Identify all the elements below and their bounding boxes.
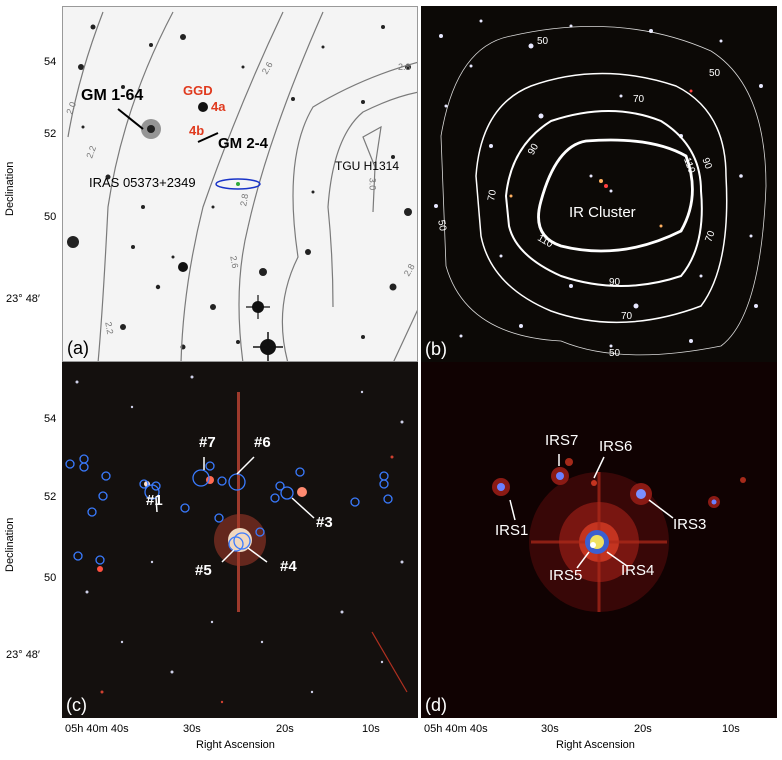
y-tick-50: 50 <box>44 572 57 584</box>
contour-label: 2.8 <box>398 62 411 72</box>
x-tick-10s: 10s <box>722 723 740 735</box>
gm24-label: GM 2-4 <box>218 135 269 152</box>
panel-b-letter: (b) <box>425 339 447 359</box>
ggd-4b-label: 4b <box>189 123 205 138</box>
panel-d-graphics <box>492 454 746 612</box>
irs6-label: IRS6 <box>599 438 633 455</box>
y-tick-50: 50 <box>44 211 57 223</box>
source-label-6: #6 <box>254 434 271 451</box>
iras-label: IRAS 05373+2349 <box>89 175 196 190</box>
ir-cluster-label: IR Cluster <box>569 204 636 221</box>
y-tick-52: 52 <box>44 491 57 503</box>
panel-c-color-image: #7 #6 #1 #3 #5 #4 (c) <box>62 362 418 718</box>
irs1-label: IRS1 <box>495 522 529 539</box>
y-tick-48: 23° 48′ <box>6 293 40 305</box>
contour-label: 50 <box>709 68 721 79</box>
panel-a-graphics <box>67 11 417 361</box>
x-tick-40s: 05h 40m 40s <box>65 723 129 735</box>
irs5-label: IRS5 <box>549 567 583 584</box>
contour-label: 70 <box>486 189 499 202</box>
source-label-4: #4 <box>280 558 297 575</box>
panel-b-ir-image: 50 70 90 110 90 70 110 90 70 50 70 50 50… <box>421 6 777 362</box>
contour-label: 70 <box>621 311 633 322</box>
x-tick-40s: 05h 40m 40s <box>424 723 488 735</box>
y-axis-title-bottom: Declination <box>4 517 16 572</box>
panel-b-graphics <box>434 19 767 356</box>
contour-label: 50 <box>435 219 448 232</box>
irs3-label: IRS3 <box>673 516 707 533</box>
irs4-label: IRS4 <box>621 562 655 579</box>
panel-c-graphics <box>65 375 408 704</box>
panel-c-letter: (c) <box>66 695 87 715</box>
y-tick-52: 52 <box>44 128 57 140</box>
source-label-7: #7 <box>199 434 216 451</box>
source-label-5: #5 <box>195 562 212 579</box>
y-tick-48: 23° 48′ <box>6 649 40 661</box>
panel-a-letter: (a) <box>67 338 89 358</box>
panel-a-optical-image: 2.0 2.2 2.6 2.8 2.8 3.0 2.8 2.6 2.2 GM 1… <box>62 6 418 362</box>
ggd-4a-label: 4a <box>211 99 226 114</box>
source-label-3: #3 <box>316 514 333 531</box>
y-axis-title-top: Declination <box>4 161 16 216</box>
tgu-label: TGU H1314 <box>335 159 400 173</box>
x-tick-10s: 10s <box>362 723 380 735</box>
source-label-1: #1 <box>146 492 163 509</box>
contour-label: 50 <box>609 348 621 359</box>
contour-label: 90 <box>609 277 621 288</box>
panel-a-pointers <box>117 108 261 190</box>
contour-label: 50 <box>537 36 549 47</box>
x-tick-30s: 30s <box>541 723 559 735</box>
panel-d-letter: (d) <box>425 695 447 715</box>
x-tick-20s: 20s <box>276 723 294 735</box>
x-axis-title-right: Right Ascension <box>556 739 635 751</box>
irs7-label: IRS7 <box>545 432 579 449</box>
x-tick-30s: 30s <box>183 723 201 735</box>
gm164-label: GM 1-64 <box>81 87 144 104</box>
ggd-label: GGD <box>183 83 213 98</box>
y-tick-54: 54 <box>44 413 57 425</box>
panel-d-ir-image: IRS7 IRS6 IRS1 IRS3 IRS5 IRS4 (d) <box>421 362 777 718</box>
contour-label: 70 <box>633 94 645 105</box>
x-axis-title-left: Right Ascension <box>196 739 275 751</box>
x-tick-20s: 20s <box>634 723 652 735</box>
y-tick-54: 54 <box>44 56 57 68</box>
